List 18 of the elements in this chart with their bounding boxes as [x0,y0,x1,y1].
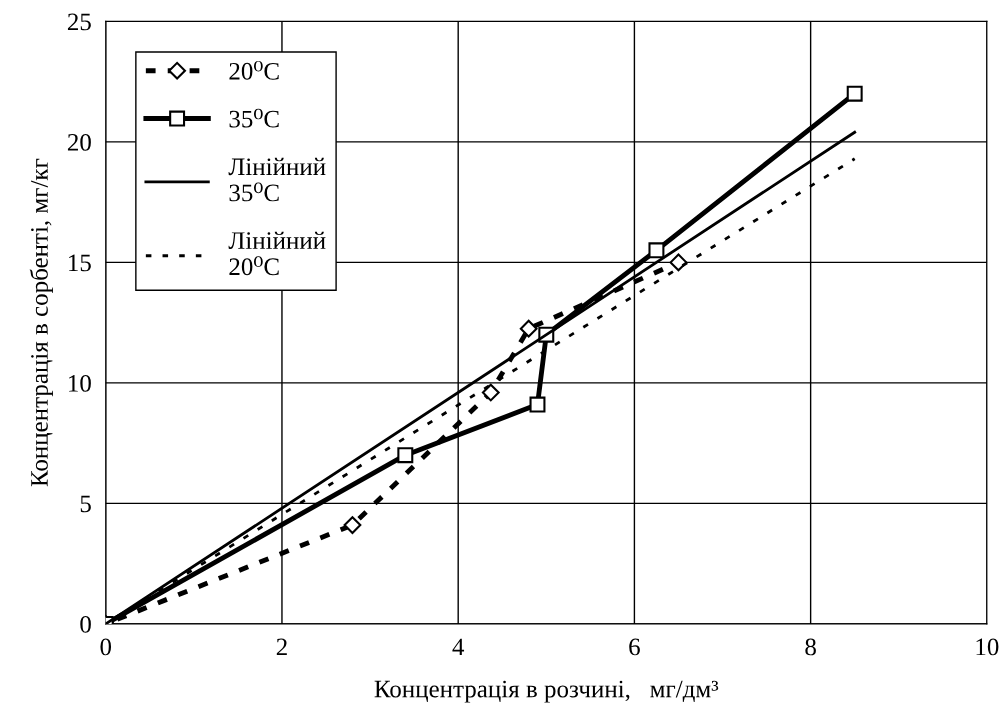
legend-label: 35⁰C [229,108,279,128]
legend-label: Лінійний 35⁰C [228,157,326,202]
x-tick-label: 6 [629,638,640,656]
y-tick-label: 15 [69,254,91,272]
legend-label: 20⁰C [229,60,279,80]
y-tick-label: 25 [67,13,91,31]
x-axis-title: Концентрація в розчині, мг/дм³ [374,680,719,703]
y-tick-label: 20 [67,133,91,151]
x-tick-label: 8 [805,638,816,656]
x-tick-label: 4 [452,638,465,656]
x-tick-label: 2 [276,638,287,656]
legend-label: Лінійний 20⁰C [228,231,326,276]
x-tick-label: 10 [976,638,999,656]
y-tick-label: 5 [80,495,91,513]
y-tick-label: 0 [80,615,91,633]
x-tick-label: 0 [100,638,112,656]
y-axis-title: Концентрація в сорбенті, мг/кг [29,158,53,487]
y-tick-label: 10 [69,374,91,392]
